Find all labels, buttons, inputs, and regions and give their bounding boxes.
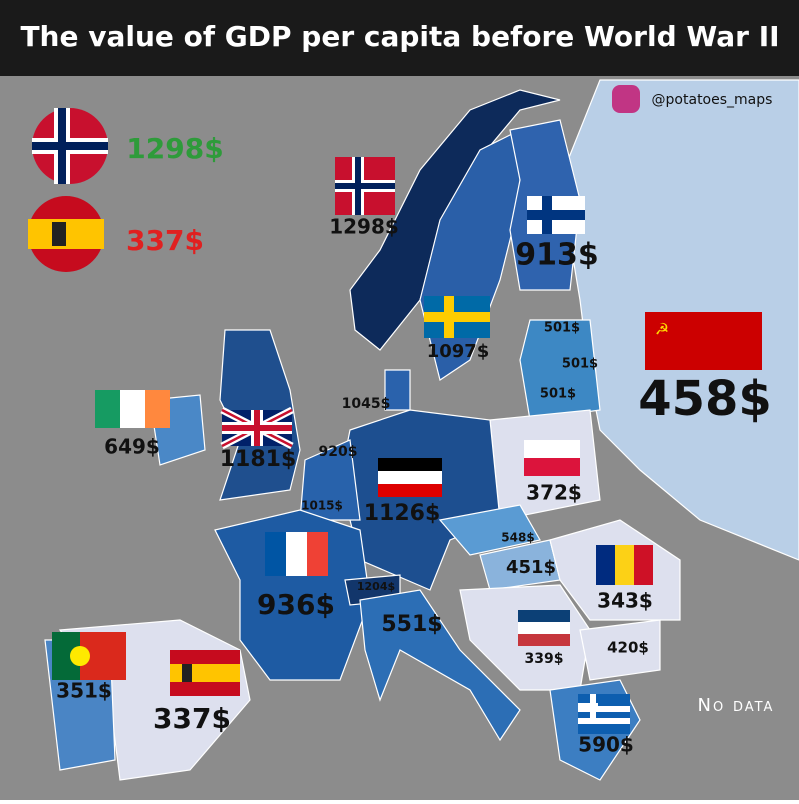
label-spain: 337$ bbox=[153, 702, 231, 735]
label-lithuania: 501$ bbox=[540, 387, 576, 402]
svg-text:☭: ☭ bbox=[655, 320, 669, 339]
legend: 1298$ 337$ bbox=[28, 108, 224, 272]
flags: ☭ bbox=[52, 157, 762, 734]
flag-germany bbox=[378, 458, 442, 497]
flag-uk bbox=[220, 406, 294, 450]
flag-portugal bbox=[52, 632, 126, 680]
flag-norway bbox=[335, 157, 395, 215]
label-poland: 372$ bbox=[526, 481, 582, 505]
legend-low: 337$ bbox=[126, 224, 204, 257]
label-finland: 913$ bbox=[515, 238, 599, 273]
flag-romania bbox=[596, 545, 653, 585]
czechoslovakia bbox=[438, 504, 541, 556]
label-hungary: 451$ bbox=[506, 557, 556, 578]
no-data-label: No data bbox=[698, 695, 775, 716]
label-germany: 1126$ bbox=[364, 501, 441, 526]
flag-spain bbox=[170, 650, 240, 696]
flag-ussr: ☭ bbox=[645, 312, 762, 370]
label-italy: 551$ bbox=[381, 612, 442, 637]
label-ussr: 458$ bbox=[638, 371, 772, 427]
label-greece: 590$ bbox=[578, 733, 634, 757]
label-switzerland: 1204$ bbox=[357, 580, 395, 593]
labels: 1298$ 913$ 1097$ 458$ 501$ 501$ 501$ 104… bbox=[56, 215, 775, 757]
legend-high: 1298$ bbox=[126, 132, 223, 165]
label-ireland: 649$ bbox=[104, 435, 160, 459]
label-uk: 1181$ bbox=[220, 447, 297, 472]
label-romania: 343$ bbox=[597, 589, 653, 613]
flag-sweden bbox=[424, 296, 490, 338]
label-norway: 1298$ bbox=[329, 215, 399, 239]
label-netherlands: 920$ bbox=[319, 444, 358, 460]
label-sweden: 1097$ bbox=[427, 341, 490, 362]
flag-greece bbox=[578, 694, 630, 734]
title-bar bbox=[0, 0, 799, 76]
label-bulgaria: 420$ bbox=[607, 639, 649, 657]
credit: @potatoes_maps bbox=[652, 92, 773, 108]
italy bbox=[359, 589, 521, 742]
bulgaria bbox=[579, 619, 661, 681]
benelux bbox=[299, 439, 361, 521]
title: The value of GDP per capita before World… bbox=[20, 20, 779, 53]
label-czechoslovakia: 548$ bbox=[501, 531, 534, 545]
france bbox=[214, 509, 371, 681]
label-portugal: 351$ bbox=[56, 679, 112, 703]
instagram-icon bbox=[612, 85, 640, 113]
flag-poland bbox=[524, 440, 580, 476]
label-latvia: 501$ bbox=[562, 357, 598, 372]
flag-yugoslavia bbox=[518, 610, 570, 646]
flag-france bbox=[265, 532, 328, 576]
flag-ireland bbox=[95, 390, 170, 428]
label-denmark: 1045$ bbox=[342, 396, 391, 412]
label-estonia: 501$ bbox=[544, 321, 580, 336]
flag-finland bbox=[527, 196, 585, 234]
label-yugoslavia: 339$ bbox=[525, 651, 564, 667]
label-france: 936$ bbox=[257, 588, 335, 621]
label-belgium: 1015$ bbox=[301, 499, 343, 513]
